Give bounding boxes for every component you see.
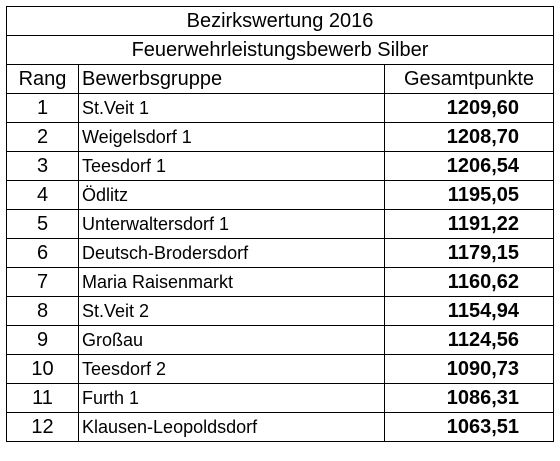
group-name-cell: Weigelsdorf 1	[78, 122, 385, 152]
group-name-cell: Großau	[78, 325, 385, 355]
table-row: 12 Klausen-Leopoldsdorf 1063,51	[6, 412, 554, 442]
rank-cell: 9	[6, 325, 79, 355]
table-row: 11 Furth 1 1086,31	[6, 383, 554, 413]
table-row: 7 Maria Raisenmarkt 1160,62	[6, 267, 554, 297]
table-title: Bezirkswertung 2016	[6, 6, 554, 36]
column-header-rank: Rang	[6, 64, 79, 94]
table-row: 10 Teesdorf 2 1090,73	[6, 354, 554, 384]
table-row: 9 Großau 1124,56	[6, 325, 554, 355]
title-row: Bezirkswertung 2016	[6, 6, 554, 36]
rank-cell: 10	[6, 354, 79, 384]
group-name-cell: Unterwaltersdorf 1	[78, 209, 385, 239]
points-cell: 1208,70	[384, 122, 554, 152]
group-name-cell: Teesdorf 2	[78, 354, 385, 384]
group-name-cell: Teesdorf 1	[78, 151, 385, 181]
table-row: 3 Teesdorf 1 1206,54	[6, 151, 554, 181]
header-row: Rang Bewerbsgruppe Gesamtpunkte	[6, 64, 554, 94]
rank-cell: 1	[6, 93, 79, 123]
table-row: 1 St.Veit 1 1209,60	[6, 93, 554, 123]
rank-cell: 3	[6, 151, 79, 181]
points-cell: 1206,54	[384, 151, 554, 181]
rank-cell: 11	[6, 383, 79, 413]
points-cell: 1160,62	[384, 267, 554, 297]
table-subtitle: Feuerwehrleistungsbewerb Silber	[6, 35, 554, 65]
rank-cell: 12	[6, 412, 79, 442]
points-cell: 1179,15	[384, 238, 554, 268]
column-header-group: Bewerbsgruppe	[78, 64, 385, 94]
points-cell: 1086,31	[384, 383, 554, 413]
rank-cell: 4	[6, 180, 79, 210]
rank-cell: 6	[6, 238, 79, 268]
group-name-cell: Ödlitz	[78, 180, 385, 210]
points-cell: 1090,73	[384, 354, 554, 384]
points-cell: 1124,56	[384, 325, 554, 355]
table-row: 5 Unterwaltersdorf 1 1191,22	[6, 209, 554, 239]
points-cell: 1154,94	[384, 296, 554, 326]
results-table-body: Bezirkswertung 2016 Feuerwehrleistungsbe…	[6, 6, 554, 442]
points-cell: 1195,05	[384, 180, 554, 210]
points-cell: 1191,22	[384, 209, 554, 239]
rank-cell: 8	[6, 296, 79, 326]
rank-cell: 7	[6, 267, 79, 297]
rank-cell: 2	[6, 122, 79, 152]
subtitle-row: Feuerwehrleistungsbewerb Silber	[6, 35, 554, 65]
group-name-cell: St.Veit 1	[78, 93, 385, 123]
points-cell: 1209,60	[384, 93, 554, 123]
group-name-cell: Maria Raisenmarkt	[78, 267, 385, 297]
points-cell: 1063,51	[384, 412, 554, 442]
group-name-cell: Furth 1	[78, 383, 385, 413]
rank-cell: 5	[6, 209, 79, 239]
table-row: 8 St.Veit 2 1154,94	[6, 296, 554, 326]
group-name-cell: Klausen-Leopoldsdorf	[78, 412, 385, 442]
column-header-points: Gesamtpunkte	[384, 64, 554, 94]
group-name-cell: Deutsch-Brodersdorf	[78, 238, 385, 268]
table-row: 2 Weigelsdorf 1 1208,70	[6, 122, 554, 152]
group-name-cell: St.Veit 2	[78, 296, 385, 326]
results-table: Bezirkswertung 2016 Feuerwehrleistungsbe…	[6, 6, 554, 442]
table-row: 6 Deutsch-Brodersdorf 1179,15	[6, 238, 554, 268]
table-row: 4 Ödlitz 1195,05	[6, 180, 554, 210]
